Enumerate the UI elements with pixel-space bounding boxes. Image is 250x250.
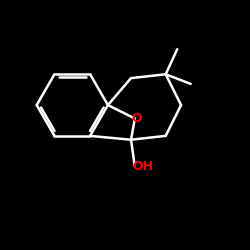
Text: O: O <box>132 112 142 125</box>
Text: OH: OH <box>132 160 153 173</box>
